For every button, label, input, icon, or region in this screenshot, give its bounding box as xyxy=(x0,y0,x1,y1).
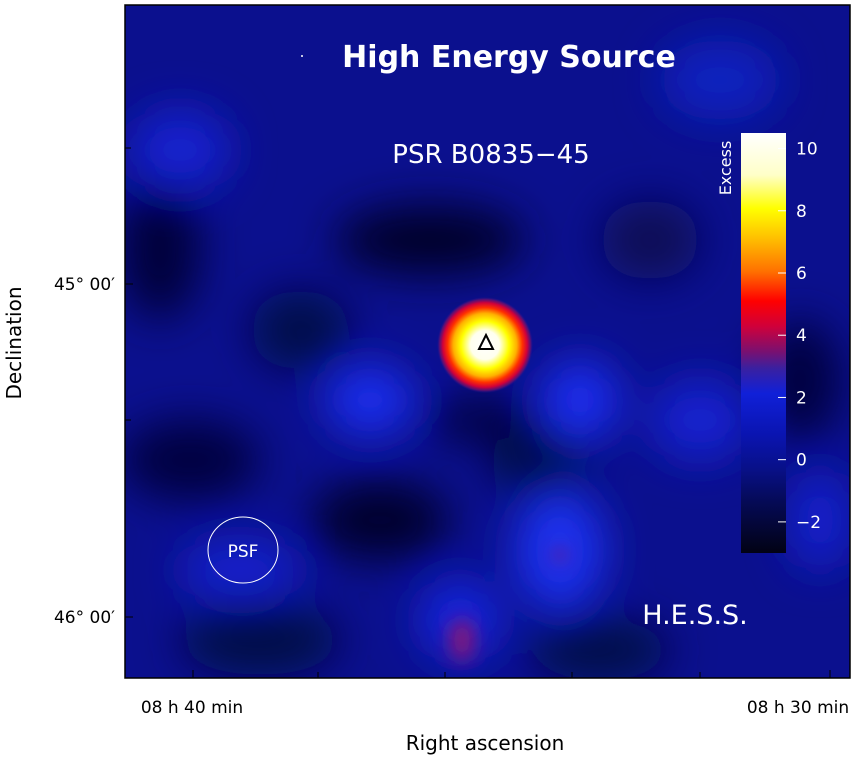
pulsar-marker-icon xyxy=(477,332,495,350)
colorbar-tick-label: 8 xyxy=(796,202,807,222)
y-tick-label: 46° 00′ xyxy=(54,608,115,628)
chart-title: High Energy Source xyxy=(342,40,676,75)
plot-frame xyxy=(124,4,851,679)
hotspots xyxy=(448,550,566,662)
x-axis-label: Right ascension xyxy=(406,731,565,755)
psf-circle xyxy=(207,516,279,584)
colorbar-tick-label: 0 xyxy=(796,451,807,471)
colorbar-tick-label: −2 xyxy=(796,513,821,533)
x-tick-label: 08 h 30 min xyxy=(747,698,849,718)
source-blob xyxy=(437,297,533,393)
axis-ticks xyxy=(125,147,831,678)
heatmap-area: PSF xyxy=(125,5,850,678)
colorbar: Excess 10 8 6 4 2 0 −2 xyxy=(716,133,821,553)
colorbar-tick-label: 4 xyxy=(796,326,807,346)
colorbar-label: Excess xyxy=(716,141,735,196)
chart-subtitle: PSR B0835−45 xyxy=(392,140,589,170)
colorbar-ticks: 10 8 6 4 2 0 −2 xyxy=(778,140,821,533)
colorbar-tick-label: 6 xyxy=(796,264,807,284)
colorbar-tick-label: 2 xyxy=(796,388,807,408)
colorbar-gradient xyxy=(741,133,786,553)
star-dot xyxy=(301,55,303,57)
y-axis-label: Declination xyxy=(2,286,26,399)
colorbar-tick-label: 10 xyxy=(796,140,818,160)
x-tick-label: 08 h 40 min xyxy=(141,698,243,718)
psf-label: PSF xyxy=(228,542,259,562)
y-tick-label: 45° 00′ xyxy=(54,275,115,295)
instrument-label: H.E.S.S. xyxy=(642,600,748,631)
